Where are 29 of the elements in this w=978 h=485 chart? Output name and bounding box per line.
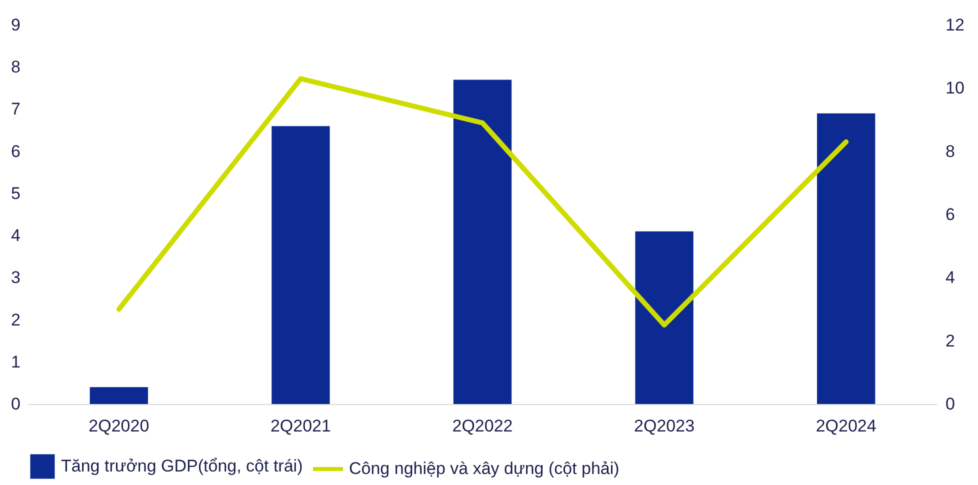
y2-tick-label: 10	[946, 78, 964, 98]
legend-label: Công nghiệp và xây dựng (cột phải)	[349, 459, 620, 478]
y2-tick-label: 8	[946, 142, 955, 161]
y2-tick-label: 0	[946, 394, 955, 414]
bar	[635, 231, 694, 404]
bar	[272, 126, 330, 404]
x-tick-label: 2Q2023	[634, 416, 695, 436]
y2-tick-label: 6	[946, 205, 955, 224]
y-tick-label: 4	[11, 226, 20, 246]
y2-tick-label: 2	[946, 331, 955, 350]
y2-tick-label: 12	[946, 16, 964, 34]
x-tick-label: 2Q2022	[452, 416, 513, 436]
y-tick-label: 5	[11, 184, 20, 203]
y-tick-label: 9	[11, 16, 20, 34]
y2-tick-label: 4	[946, 268, 955, 288]
x-tick-label: 2Q2021	[270, 416, 331, 436]
y-tick-label: 8	[11, 58, 20, 77]
y-tick-label: 7	[11, 100, 20, 119]
bar	[453, 80, 512, 404]
bar	[90, 387, 148, 404]
y-tick-label: 6	[11, 142, 20, 161]
y-tick-label: 2	[11, 310, 20, 330]
legend-label: Tăng trưởng GDP(tổng, cột trái)	[61, 456, 303, 476]
bar	[817, 113, 876, 404]
x-tick-label: 2Q2024	[816, 416, 876, 436]
y-tick-label: 3	[11, 268, 20, 288]
y-tick-label: 0	[11, 394, 20, 414]
x-tick-label: 2Q2020	[88, 416, 150, 436]
y-tick-label: 1	[11, 352, 20, 372]
